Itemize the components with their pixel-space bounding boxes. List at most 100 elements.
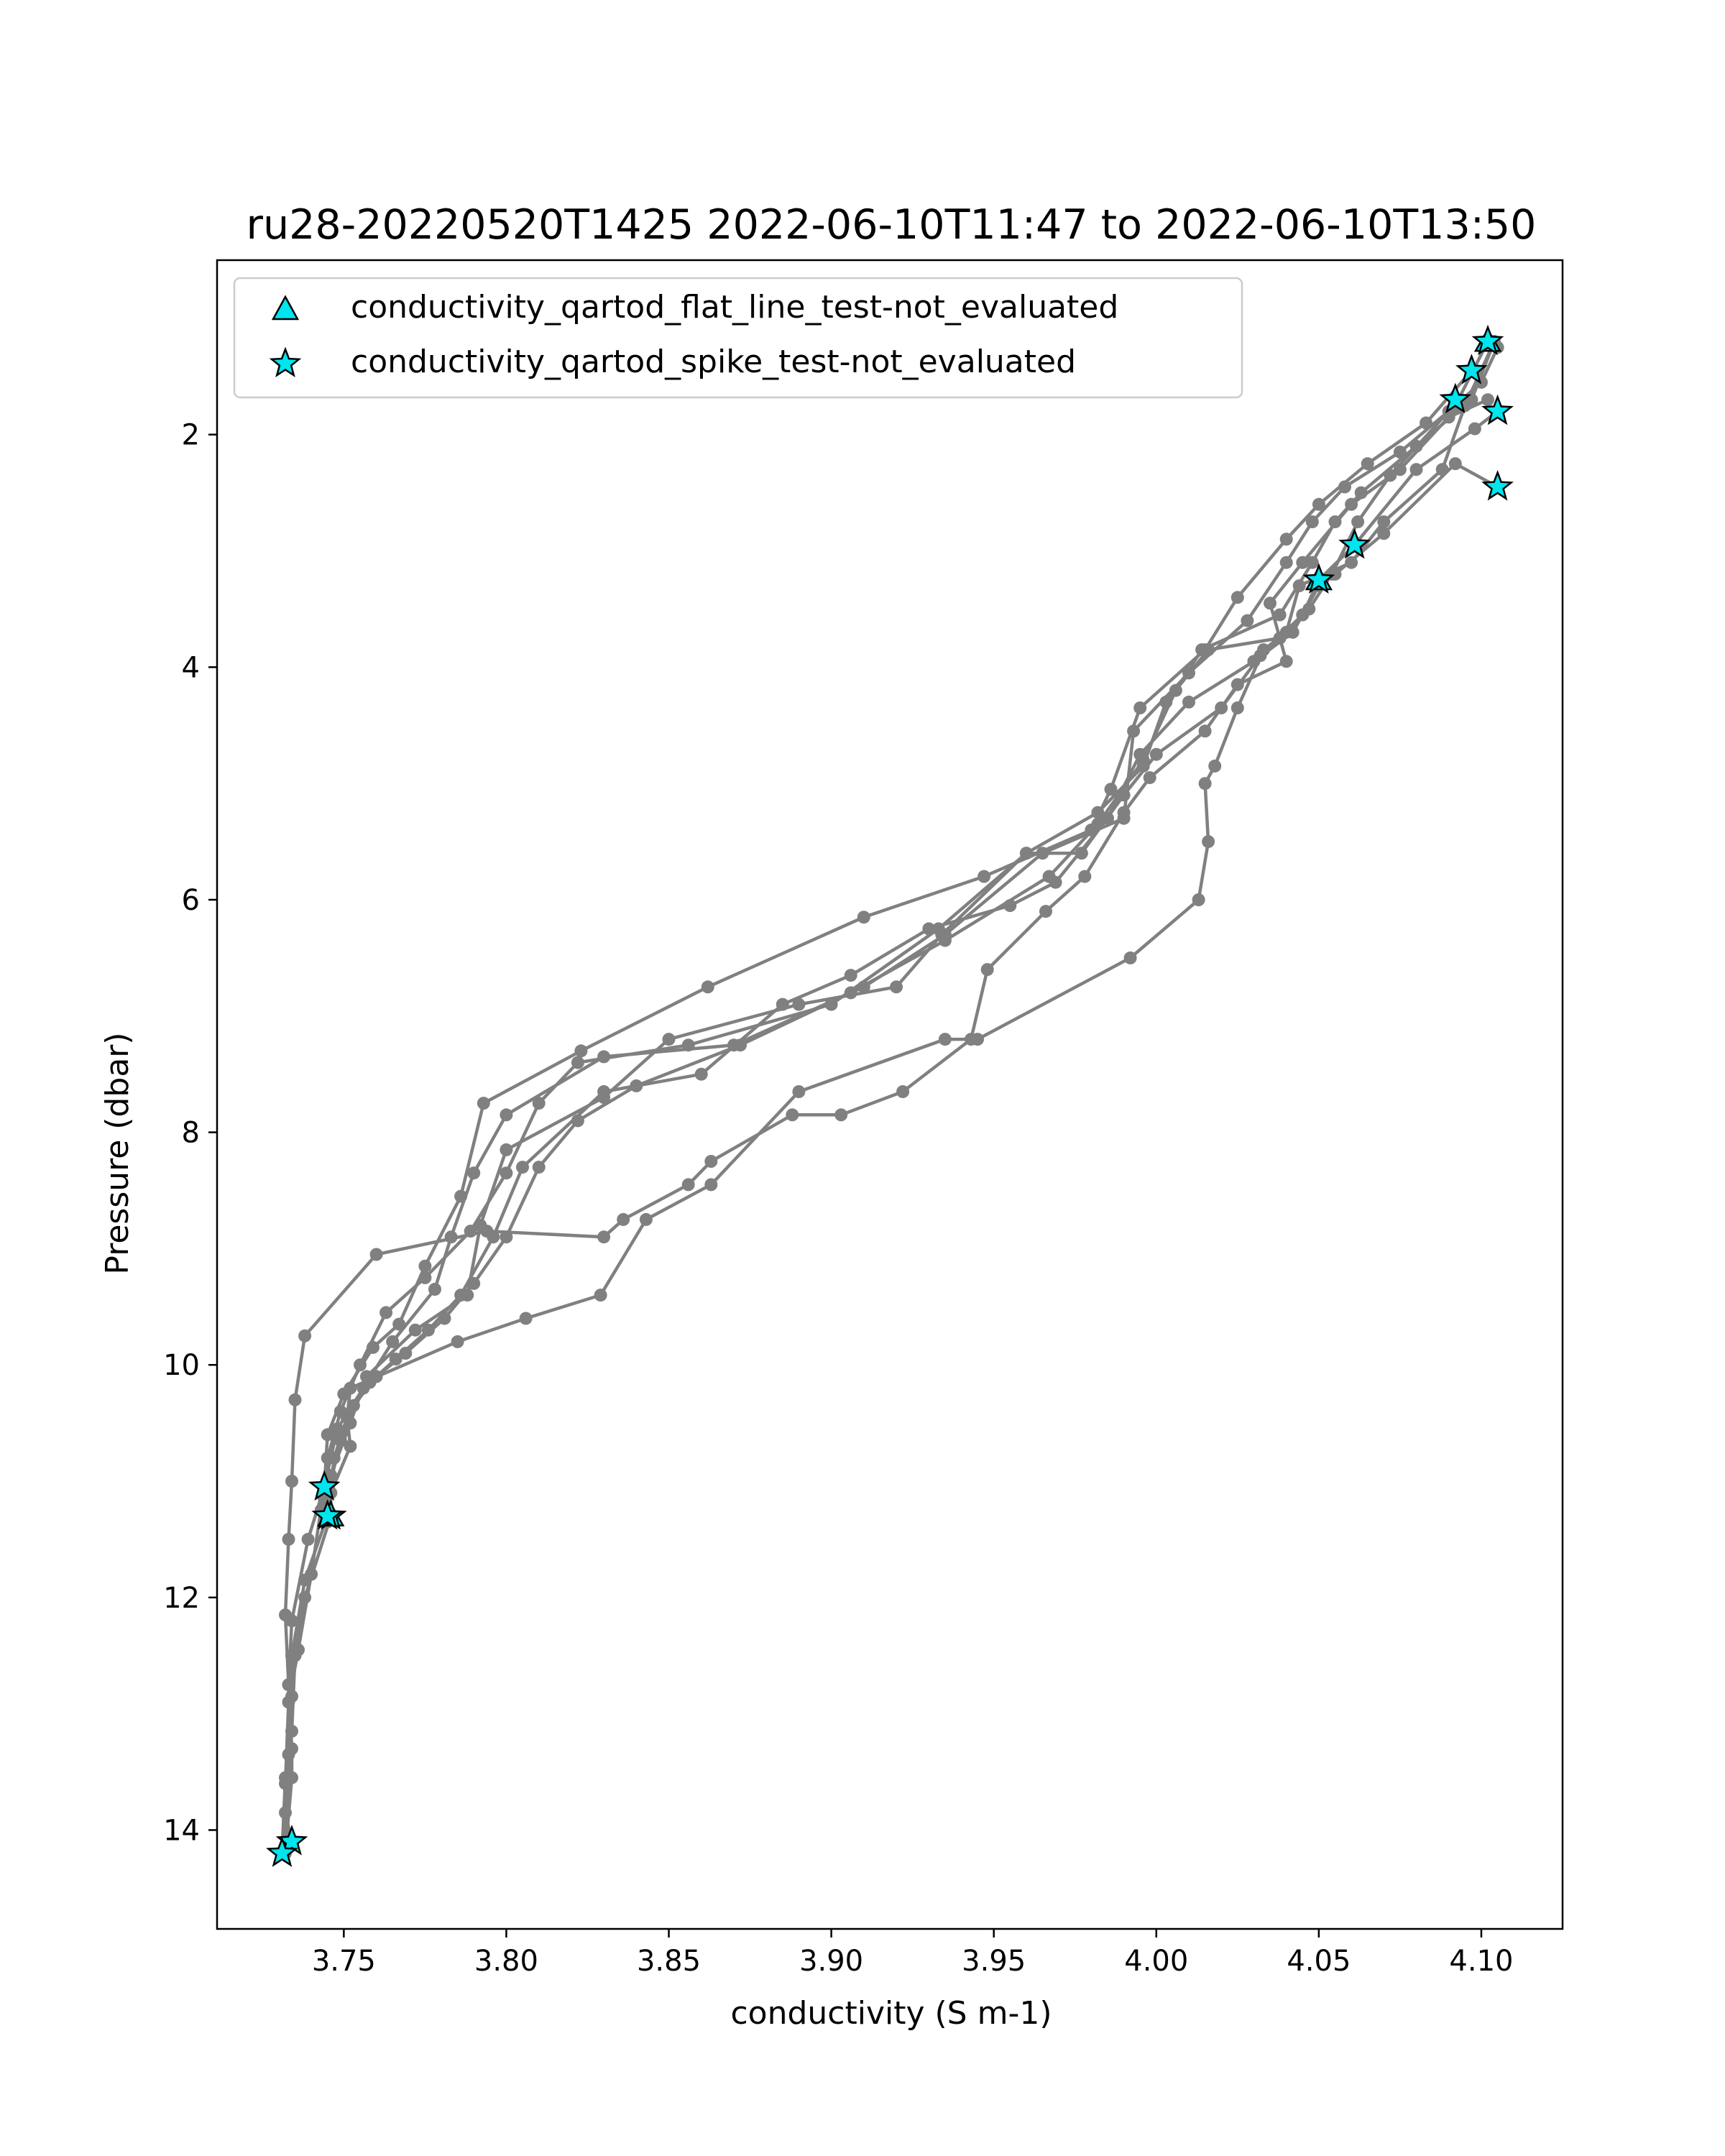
- x-tick-label: 4.10: [1449, 1945, 1513, 1978]
- profile-point: [594, 1289, 607, 1302]
- profile-point: [1435, 463, 1449, 476]
- profile-point: [571, 1114, 584, 1128]
- profile-point: [1279, 533, 1293, 546]
- profile-point: [630, 1079, 643, 1092]
- profile-point: [776, 998, 789, 1011]
- profile-point: [704, 1155, 718, 1168]
- profile-point: [1264, 596, 1276, 610]
- chart-title: ru28-20220520T1425 2022-06-10T11:47 to 2…: [247, 201, 1537, 249]
- y-axis-ticks: 2 4 6 8 10 12 14: [163, 419, 217, 1847]
- profile-line: [280, 341, 1490, 1853]
- profile-point: [681, 1178, 695, 1192]
- profile-point: [1345, 497, 1358, 511]
- profile-point: [438, 1312, 451, 1325]
- profile-point: [792, 998, 806, 1011]
- profile-point: [1393, 463, 1407, 476]
- profile-point: [597, 1230, 611, 1244]
- profile-point: [978, 870, 991, 883]
- profile-point: [1117, 806, 1131, 819]
- profile-point: [285, 1475, 298, 1488]
- profile-point: [454, 1189, 468, 1203]
- profile-point: [701, 980, 714, 994]
- profile-point: [1468, 422, 1481, 436]
- profile-point: [467, 1166, 481, 1180]
- profile-point: [321, 1428, 334, 1442]
- profile-point: [1312, 497, 1325, 511]
- profile-point: [786, 1108, 799, 1122]
- plot-area: [266, 324, 1514, 1867]
- profile-point: [532, 1097, 546, 1110]
- spike-flag-marker: [266, 1836, 298, 1867]
- profile-point: [1279, 556, 1293, 569]
- profile-point: [1104, 783, 1118, 796]
- spike-flag-marker: [1481, 394, 1514, 425]
- y-tick-label: 10: [163, 1349, 200, 1382]
- profile-point: [418, 1271, 432, 1284]
- x-tick-label: 4.00: [1124, 1945, 1188, 1978]
- profile-point: [980, 963, 994, 977]
- profile-point: [1136, 759, 1150, 773]
- legend-triangle-marker-icon: [271, 295, 300, 321]
- profile-point: [896, 1085, 910, 1098]
- profile-point: [467, 1276, 481, 1290]
- profile-point: [571, 1056, 584, 1069]
- profile-point: [971, 1033, 985, 1046]
- profile-point: [1351, 515, 1365, 529]
- profile-point: [1305, 556, 1319, 569]
- profile-point: [516, 1161, 529, 1174]
- profile-point: [500, 1143, 513, 1156]
- x-axis-ticks: 3.75 3.80 3.85 3.90 3.95 4.00 4.05 4.10: [312, 1929, 1513, 1978]
- profile-point: [734, 1038, 747, 1052]
- profile-point: [1257, 643, 1270, 657]
- legend-label-flat-line: conductivity_qartod_flat_line_test-not_e…: [351, 289, 1118, 326]
- x-tick-label: 3.85: [637, 1945, 701, 1978]
- profile-point: [1133, 701, 1147, 714]
- profile-point: [792, 1085, 806, 1098]
- profile-point: [321, 1451, 334, 1465]
- profile-point: [1302, 602, 1316, 616]
- spike-flag-marker: [1439, 382, 1472, 414]
- legend-star-marker-icon: [269, 346, 302, 378]
- profile-point: [477, 1097, 490, 1110]
- y-tick-label: 4: [182, 651, 200, 684]
- y-tick-label: 12: [163, 1582, 200, 1615]
- profile-point: [1279, 655, 1293, 668]
- profile-point: [834, 1108, 848, 1122]
- profile-point: [399, 1347, 413, 1360]
- profile-point: [285, 1690, 298, 1703]
- profile-point: [1279, 625, 1293, 639]
- spike-flag-marker: [311, 1499, 344, 1530]
- spike-flag-marker: [1338, 528, 1371, 559]
- profile-point: [1409, 463, 1423, 476]
- profile-point: [1091, 806, 1105, 819]
- profile-point: [480, 1225, 494, 1238]
- profile-series-3: [275, 405, 1504, 1860]
- profile-point: [932, 922, 945, 936]
- profile-point: [285, 1771, 298, 1784]
- spike-flag-markers: [266, 324, 1514, 1867]
- spike-flag-marker: [1455, 354, 1488, 384]
- profile-point: [1198, 777, 1212, 791]
- profile-point: [500, 1166, 513, 1180]
- profile-point: [344, 1439, 357, 1453]
- y-tick-label: 6: [182, 884, 200, 917]
- profile-point: [574, 1044, 588, 1058]
- profile-point: [844, 969, 857, 982]
- y-axis-label: Pressure (dbar): [99, 1032, 136, 1274]
- profile-point: [298, 1573, 312, 1587]
- profile-point: [1042, 870, 1056, 883]
- profile-point: [369, 1248, 383, 1261]
- profile-point: [1345, 556, 1358, 569]
- profile-point: [1202, 643, 1215, 657]
- x-tick-label: 3.80: [474, 1945, 538, 1978]
- profile-point: [1039, 905, 1052, 918]
- profile-point: [500, 1108, 513, 1122]
- profile-point: [1230, 591, 1244, 604]
- profile-point: [857, 911, 870, 924]
- profile-series-4: [279, 457, 1504, 1854]
- profile-point: [1305, 515, 1319, 529]
- profile-point: [1208, 759, 1222, 773]
- profile-point: [1182, 695, 1195, 709]
- profile-point: [282, 1532, 295, 1546]
